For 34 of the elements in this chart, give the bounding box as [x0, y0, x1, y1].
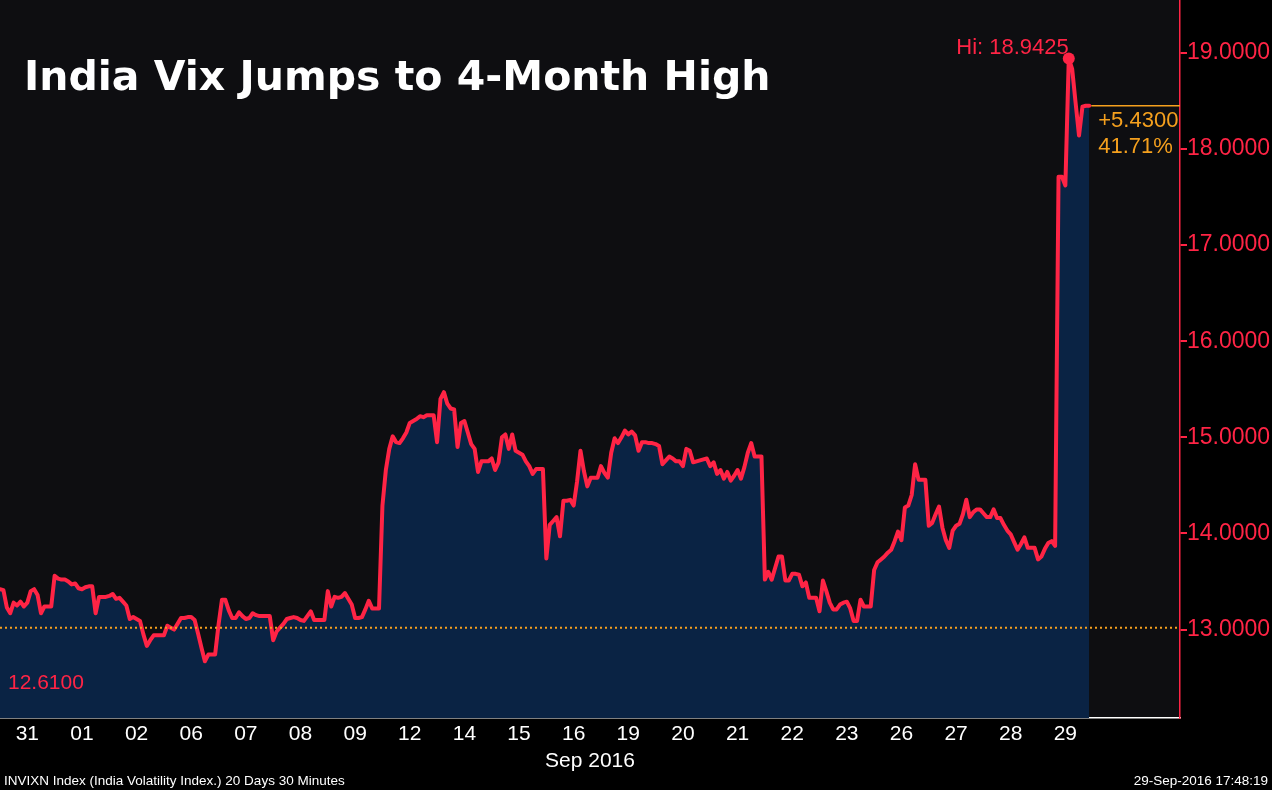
x-tick-label: 21	[725, 721, 750, 745]
y-tick-label: 15.0000	[1187, 422, 1271, 449]
x-tick-label: 02	[124, 721, 149, 745]
y-tick-label: 14.0000	[1187, 518, 1271, 545]
text: INVIXN Index (India Volatility Index.) 20 Days 30 Minutes	[4, 772, 345, 788]
x-tick-label: 01	[70, 721, 94, 745]
x-tick-label: 20	[671, 721, 695, 745]
y-tick-label: 18.0000	[1187, 134, 1271, 161]
x-tick-label: 19	[616, 721, 640, 745]
x-tick-label: 27	[944, 721, 968, 745]
annotation: Hi: 18.9425	[956, 34, 1069, 60]
x-tick-label: 08	[288, 721, 313, 745]
x-tick-label: 12	[398, 721, 422, 745]
x-tick-label: 28	[999, 721, 1023, 745]
annotation: 12.6100	[8, 669, 84, 693]
y-tick-label: 13.0000	[1187, 614, 1271, 641]
x-tick-label: 09	[343, 721, 367, 745]
x-tick-label: 26	[889, 721, 914, 745]
x-tick-label: 23	[835, 721, 859, 745]
y-tick-label: 16.0000	[1187, 326, 1271, 353]
x-tick-label: 14	[452, 721, 477, 745]
text: +5.4300 41.71%	[1098, 106, 1179, 158]
x-tick-label: 07	[234, 721, 258, 745]
x-tick-label: 15	[507, 721, 531, 745]
text: 29-Sep-2016 17:48:19	[1133, 772, 1268, 788]
y-tick-label: 17.0000	[1187, 230, 1271, 257]
x-tick-label: 22	[780, 721, 804, 745]
y-tick-label: 19.0000	[1187, 38, 1271, 65]
x-tick-label: 06	[179, 721, 203, 745]
x-tick-label: 29	[1053, 721, 1078, 745]
x-tick-label: 16	[561, 721, 586, 745]
x-axis-title: Sep 2016	[545, 748, 635, 772]
x-tick-label: 31	[15, 721, 39, 745]
text: India Vix Jumps to 4-Month High	[24, 52, 771, 100]
